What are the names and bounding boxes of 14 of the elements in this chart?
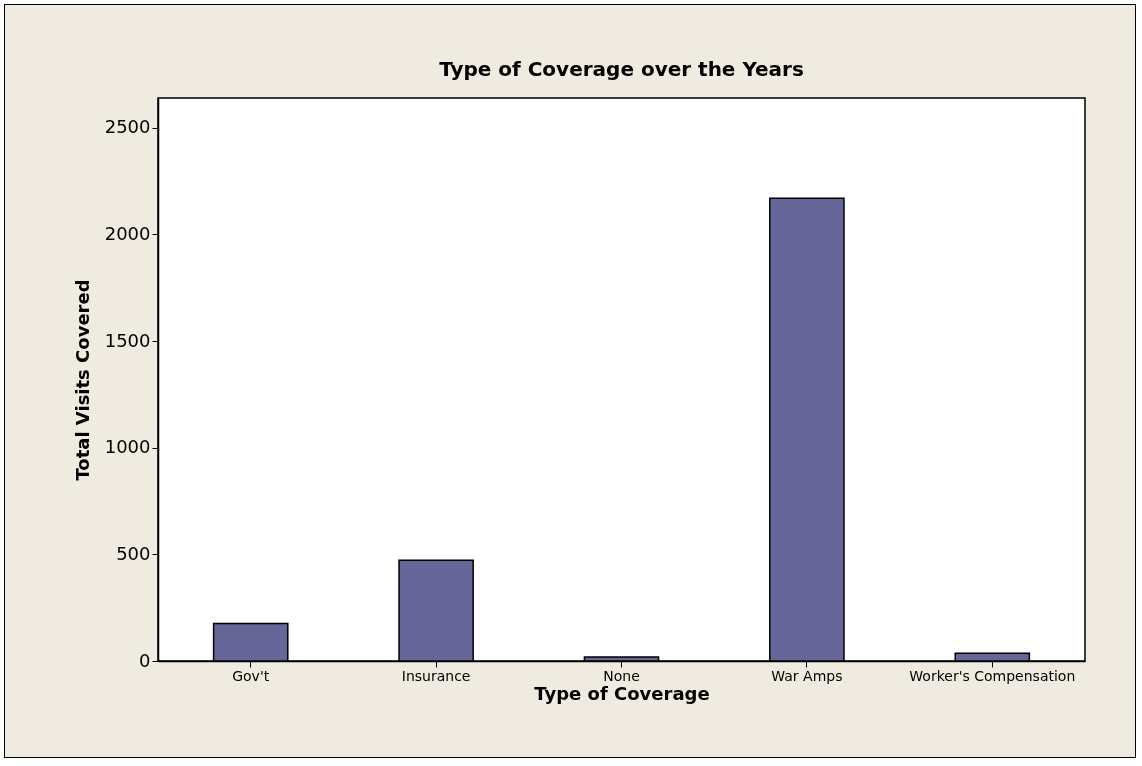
x-tick-label: War Amps — [771, 667, 843, 684]
y-tick-label: 500 — [116, 542, 151, 564]
y-axis-title: Total Visits Covered — [71, 279, 93, 481]
x-tick-label: Worker's Compensation — [909, 667, 1076, 684]
y-tick-label: 1000 — [104, 436, 151, 458]
x-tick-label: Insurance — [401, 667, 471, 684]
y-tick-label: 1500 — [104, 329, 151, 351]
y-tick-label: 2000 — [104, 222, 151, 244]
y-tick-label: 0 — [139, 649, 151, 671]
chart-title: Type of Coverage over the Years — [439, 57, 804, 81]
x-tick-label: None — [603, 667, 640, 684]
y-tick-label: 2500 — [104, 116, 151, 138]
x-tick-label: Gov't — [232, 667, 270, 684]
x-axis-title: Type of Coverage — [534, 682, 710, 704]
